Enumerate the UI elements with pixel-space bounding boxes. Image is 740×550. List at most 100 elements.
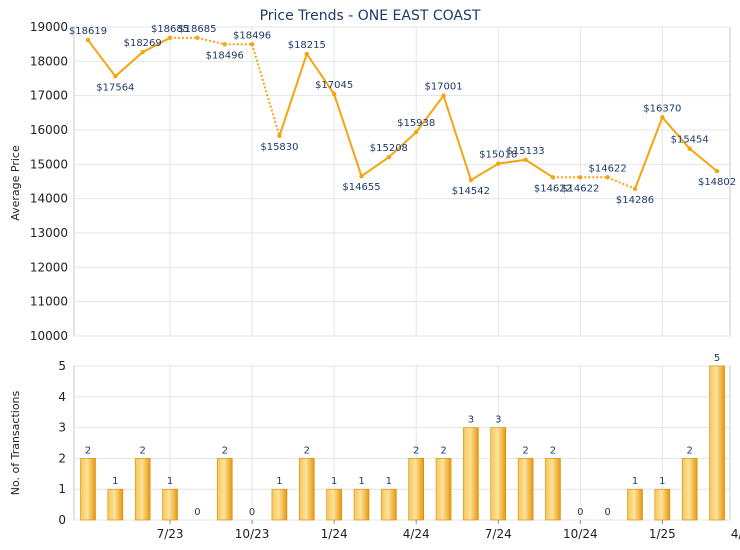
price-line-segment xyxy=(415,95,445,133)
price-point xyxy=(441,93,446,98)
transactions-tick-label: 2 xyxy=(58,451,66,465)
price-point xyxy=(195,35,200,41)
price-point xyxy=(331,91,337,97)
price-point xyxy=(140,49,145,55)
price-line-segment xyxy=(607,176,636,190)
price-data-label: $17001 xyxy=(424,82,462,93)
price-point xyxy=(167,35,173,41)
price-tick-label: 17000 xyxy=(30,89,68,103)
transaction-bar xyxy=(162,488,178,521)
price-data-label: $17564 xyxy=(96,82,134,93)
transactions-tick-label: 4 xyxy=(58,390,66,404)
price-line-segment xyxy=(634,116,664,190)
price-point xyxy=(386,154,392,160)
price-point xyxy=(277,133,282,139)
price-data-label: $18215 xyxy=(288,40,326,51)
price-tick-label: 11000 xyxy=(30,295,68,309)
price-line-segment xyxy=(142,36,171,53)
transaction-bar xyxy=(654,488,671,521)
price-data-label: $18269 xyxy=(124,38,162,49)
transactions-tick-label: 3 xyxy=(58,421,66,435)
price-data-label: $14622 xyxy=(561,183,599,194)
transaction-count-label: 3 xyxy=(468,415,474,426)
transaction-bar xyxy=(216,458,233,521)
price-data-label: $15133 xyxy=(507,146,545,157)
price-point xyxy=(85,37,91,43)
transaction-bar xyxy=(271,488,288,521)
transaction-count-label: 5 xyxy=(714,353,720,364)
transaction-bar xyxy=(627,488,643,521)
transaction-bar xyxy=(326,488,342,521)
transaction-bar xyxy=(517,458,534,521)
price-data-label: $15018 xyxy=(479,150,517,161)
x-tick-label: 10/23 xyxy=(235,527,270,541)
transactions-plot-area xyxy=(73,365,731,521)
x-tick-label: 10/24 xyxy=(563,527,598,541)
price-data-label: $17045 xyxy=(315,80,353,91)
price-data-label: $18619 xyxy=(69,26,107,37)
x-tick-label: 4/25 xyxy=(731,527,740,541)
price-line-segment xyxy=(525,158,554,179)
transaction-count-label: 0 xyxy=(604,507,610,518)
x-tick-label: 4/24 xyxy=(403,527,430,541)
price-line-segment xyxy=(661,116,691,150)
transaction-bar xyxy=(381,488,397,521)
x-tick-label: 7/24 xyxy=(485,527,512,541)
transaction-bar xyxy=(463,427,479,521)
transactions-tick-label: 1 xyxy=(58,482,66,496)
price-line-segment xyxy=(360,156,390,177)
price-point xyxy=(468,177,474,183)
transaction-count-label: 2 xyxy=(304,445,310,456)
transaction-count-label: 2 xyxy=(413,445,419,456)
transaction-count-label: 3 xyxy=(495,415,501,426)
price-tick-label: 19000 xyxy=(30,20,68,34)
price-data-label: $14622 xyxy=(589,163,627,174)
transaction-bar xyxy=(107,488,124,521)
price-data-label: $15208 xyxy=(370,143,408,154)
price-tick-label: 12000 xyxy=(30,260,68,274)
price-point xyxy=(304,51,309,57)
transaction-bar xyxy=(681,458,698,521)
price-data-label: $18685 xyxy=(178,24,216,35)
transaction-count-label: 2 xyxy=(140,445,146,456)
price-line-segment xyxy=(305,53,335,95)
transaction-count-label: 2 xyxy=(550,445,556,456)
transaction-bar xyxy=(709,365,725,521)
price-point xyxy=(660,115,665,120)
transaction-bar xyxy=(80,458,96,521)
price-point xyxy=(605,175,610,180)
price-point xyxy=(578,175,583,180)
price-line-segment xyxy=(388,131,417,158)
transaction-bar xyxy=(435,458,452,521)
transaction-count-label: 2 xyxy=(85,445,91,456)
price-data-label: $14802 xyxy=(698,177,736,188)
price-line-segment xyxy=(87,39,117,77)
transaction-count-label: 2 xyxy=(687,445,693,456)
price-tick-label: 16000 xyxy=(30,123,68,137)
price-line-segment xyxy=(197,36,225,46)
price-point xyxy=(249,42,255,47)
price-line-segment xyxy=(278,53,308,137)
transaction-bar xyxy=(134,458,151,521)
price-tick-label: 14000 xyxy=(30,192,68,206)
transaction-count-label: 0 xyxy=(577,507,583,518)
price-data-label: $15454 xyxy=(671,135,709,146)
transaction-count-label: 2 xyxy=(522,445,528,456)
price-line-panel: 10000 11000 12000 13000 14000 15000 16000 17000… xyxy=(30,20,736,343)
price-data-label: $14542 xyxy=(452,186,490,197)
transactions-tick-label: 0 xyxy=(58,513,66,527)
price-plot-area xyxy=(73,26,731,337)
transaction-count-label: 0 xyxy=(249,507,255,518)
transaction-count-label: 1 xyxy=(331,476,337,487)
price-data-label: $16370 xyxy=(643,103,681,114)
transaction-count-label: 1 xyxy=(276,476,282,487)
price-point xyxy=(714,168,720,174)
price-line-segment xyxy=(498,158,526,165)
price-data-label: $18496 xyxy=(233,30,271,41)
price-axis-title: Average Price xyxy=(9,145,22,221)
price-point xyxy=(632,186,638,192)
transaction-bar xyxy=(408,458,425,521)
transaction-count-label: 2 xyxy=(222,445,228,456)
price-data-label: $18496 xyxy=(206,50,244,61)
